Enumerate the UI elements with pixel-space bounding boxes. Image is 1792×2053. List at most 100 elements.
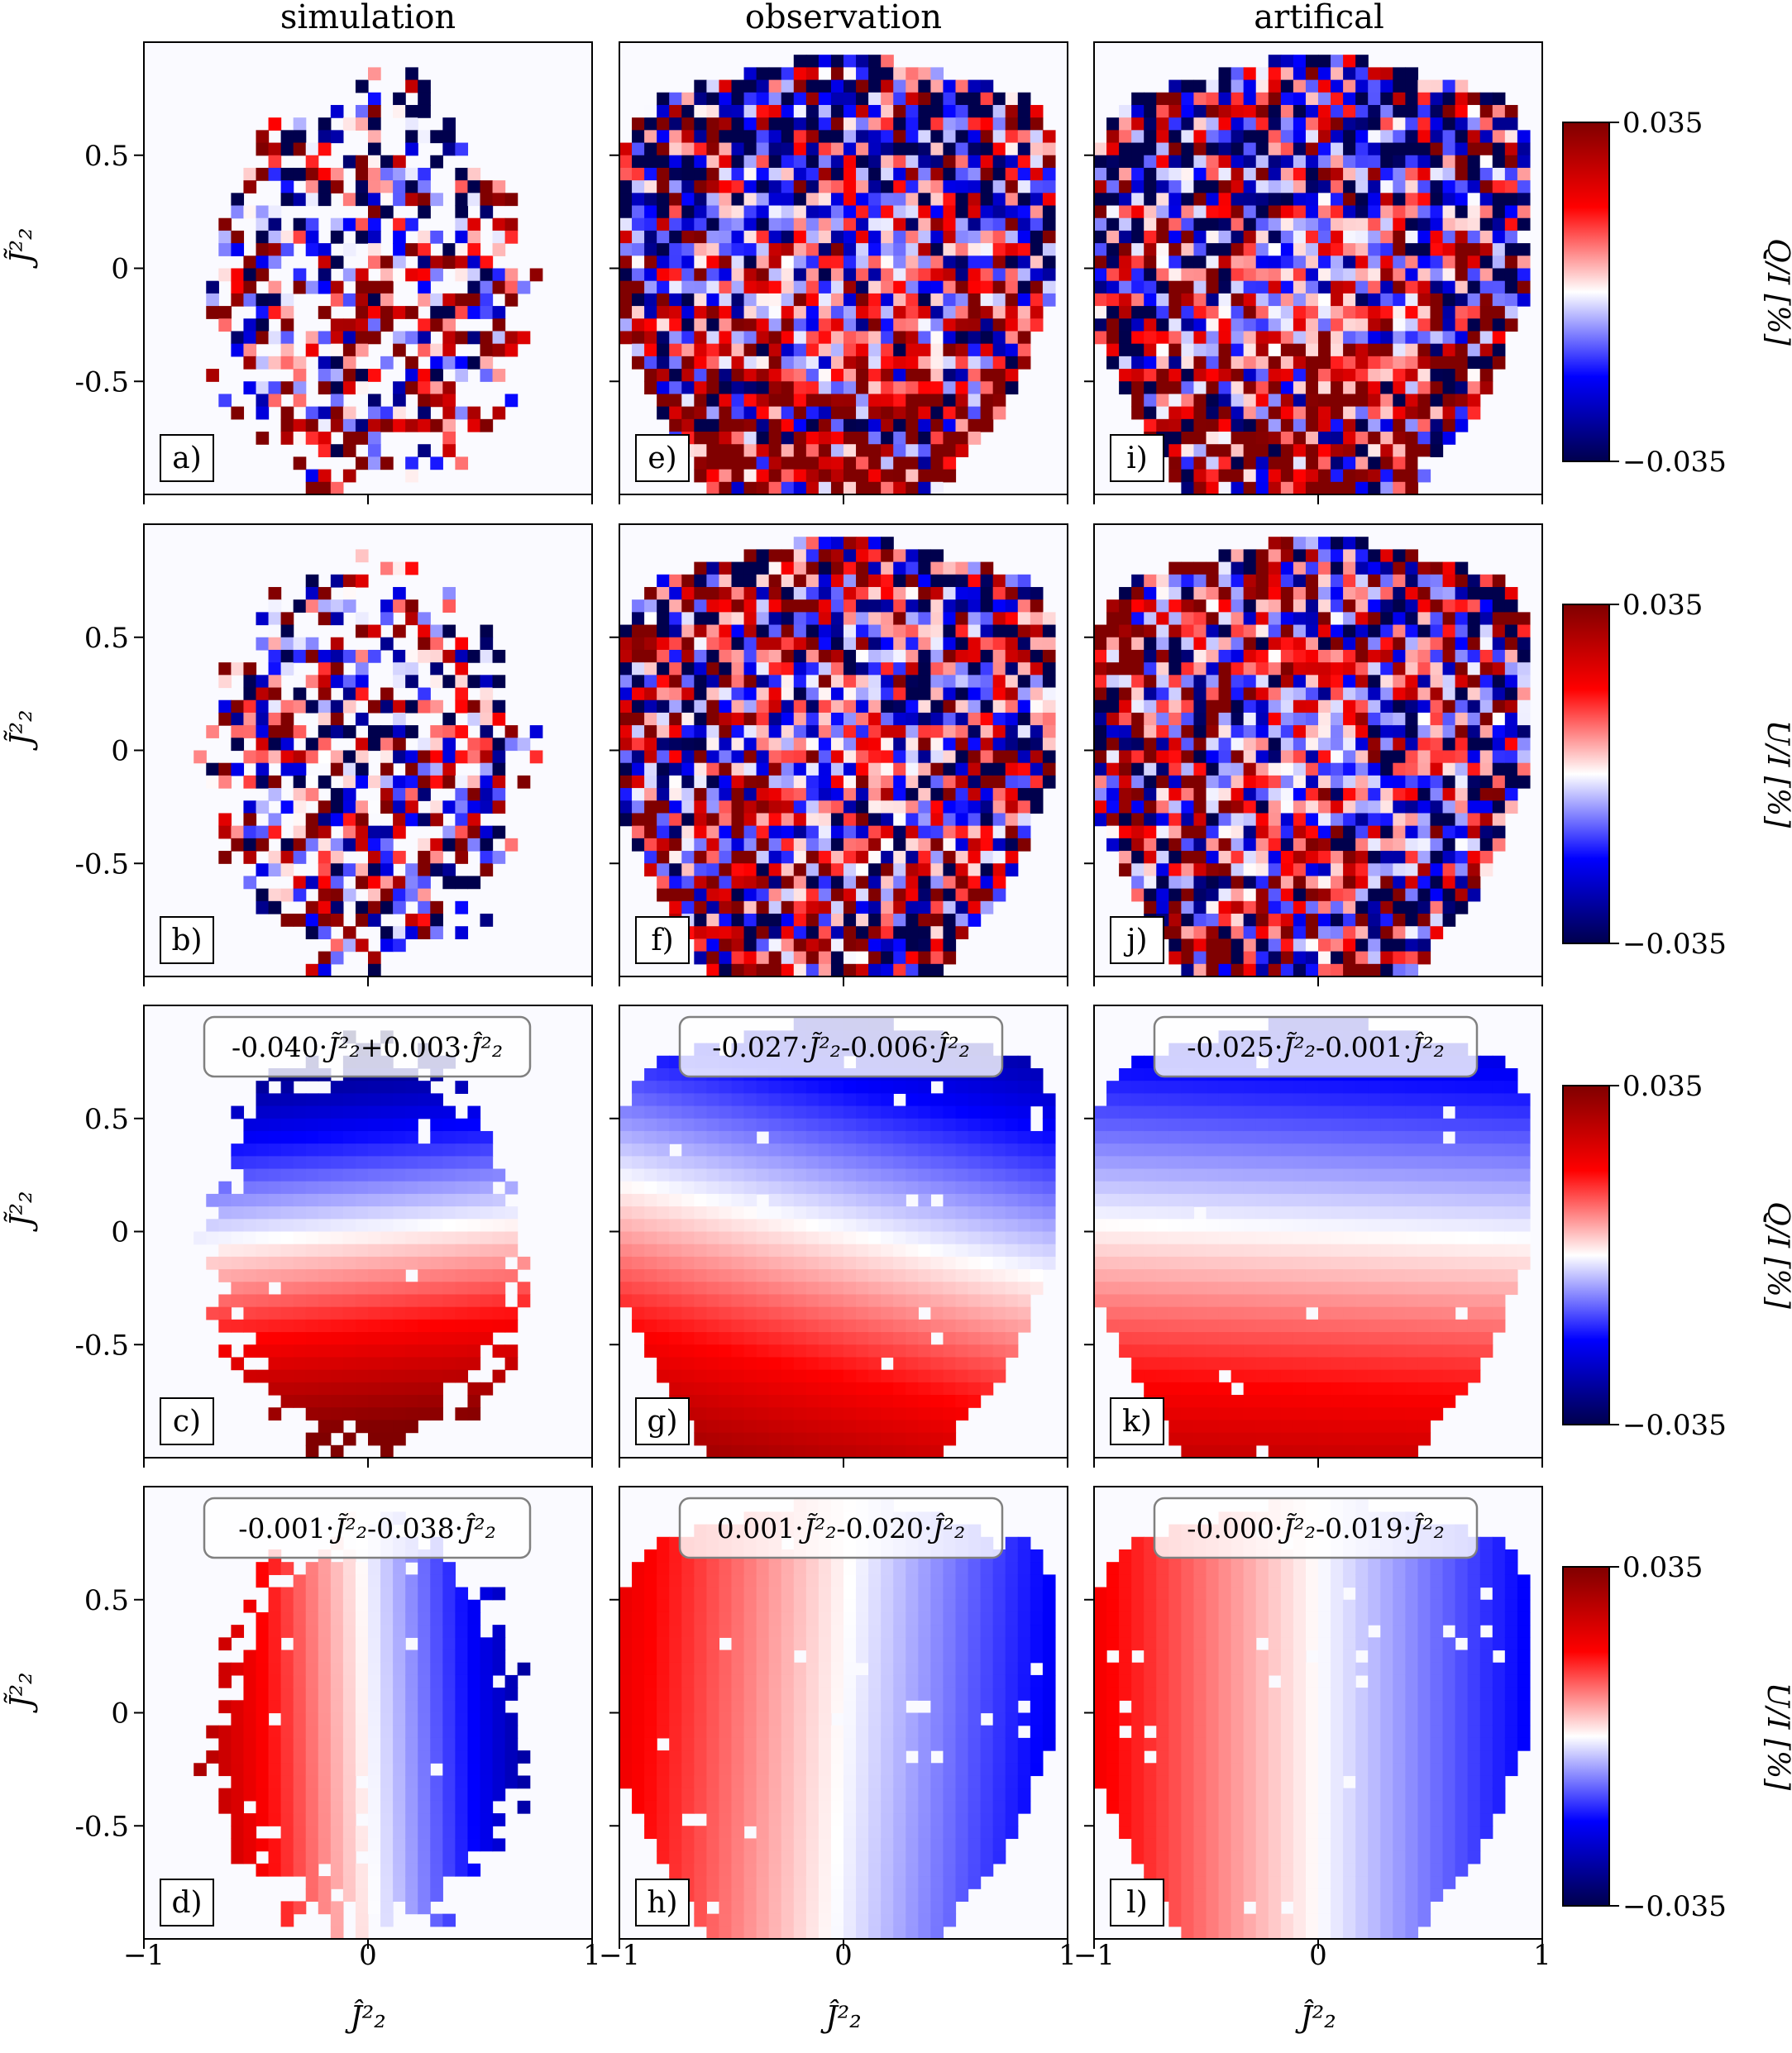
- heatmap-cell: [1030, 687, 1044, 701]
- heatmap-cell: [805, 900, 820, 914]
- heatmap-cell: [1331, 851, 1344, 864]
- heatmap-cell: [405, 813, 418, 827]
- heatmap-cell: [442, 863, 456, 877]
- heatmap-cell: [906, 599, 919, 613]
- heatmap-cell: [1355, 79, 1369, 93]
- heatmap-cell: [1193, 561, 1207, 575]
- heatmap-cell: [418, 369, 431, 382]
- heatmap-cell: [943, 230, 957, 244]
- heatmap-cell: [1517, 180, 1531, 193]
- heatmap-cell: [1119, 217, 1132, 232]
- heatmap-cell: [943, 104, 957, 118]
- panel-f: f): [609, 523, 1068, 986]
- heatmap-cell: [1331, 456, 1344, 470]
- heatmap-cell: [1479, 268, 1493, 282]
- heatmap-cell: [1156, 699, 1169, 714]
- heatmap-cell: [1144, 243, 1157, 256]
- heatmap-cell: [743, 331, 757, 345]
- heatmap-cell: [805, 662, 820, 676]
- heatmap-cell: [756, 432, 770, 445]
- heatmap-cell: [405, 268, 418, 282]
- heatmap-cell: [781, 180, 795, 193]
- heatmap-cell: [1231, 331, 1245, 345]
- heatmap-cell: [818, 624, 832, 638]
- heatmap-cell: [243, 343, 257, 357]
- heatmap-cell: [1131, 851, 1144, 864]
- heatmap-cell: [318, 750, 332, 764]
- heatmap-cell: [843, 549, 857, 563]
- heatmap-cell: [1467, 750, 1481, 764]
- heatmap-cell: [918, 268, 931, 282]
- heatmap-cell: [467, 712, 481, 726]
- heatmap-cell: [669, 167, 682, 181]
- heatmap-cell: [1017, 624, 1031, 638]
- heatmap-cell: [256, 406, 270, 420]
- heatmap-cell: [1231, 813, 1245, 827]
- heatmap-cell: [906, 481, 919, 495]
- heatmap-cell: [830, 142, 844, 156]
- heatmap-cell: [455, 800, 469, 814]
- heatmap-cell: [1005, 699, 1019, 714]
- heatmap-cell: [1168, 800, 1182, 814]
- heatmap-cell: [843, 130, 857, 144]
- heatmap-cell: [280, 863, 294, 877]
- heatmap-cell: [868, 55, 882, 68]
- heatmap-cell: [619, 775, 633, 789]
- heatmap-cell: [893, 662, 906, 676]
- heatmap-cell: [405, 675, 418, 689]
- heatmap-cell: [1206, 268, 1220, 282]
- heatmap-cell: [1368, 900, 1381, 914]
- heatmap-cell: [1280, 406, 1294, 420]
- heatmap-cell: [1030, 104, 1044, 118]
- heatmap-cell: [218, 813, 232, 827]
- heatmap-cell: [1393, 155, 1406, 169]
- heatmap-cell: [1156, 612, 1169, 626]
- heatmap-cell: [1243, 876, 1257, 890]
- heatmap-cell: [768, 649, 782, 663]
- heatmap-cell: [1168, 637, 1182, 651]
- heatmap-cell: [669, 217, 682, 232]
- heatmap-cell: [930, 67, 944, 81]
- heatmap-cell: [830, 230, 844, 244]
- heatmap-cell: [719, 687, 733, 701]
- heatmap-cell: [293, 456, 307, 470]
- heatmap-cell: [1467, 331, 1481, 345]
- heatmap-cell: [1280, 561, 1294, 575]
- heatmap-cell: [1455, 574, 1469, 588]
- heatmap-cell: [1380, 394, 1393, 408]
- heatmap-cell: [1168, 130, 1182, 144]
- heatmap-cell: [968, 356, 982, 370]
- heatmap-cell: [906, 649, 919, 663]
- heatmap-cell: [1268, 825, 1282, 839]
- heatmap-cell: [918, 675, 931, 689]
- heatmap-cell: [968, 662, 982, 676]
- heatmap-cell: [380, 268, 394, 282]
- heatmap-cell: [1243, 750, 1257, 764]
- heatmap-cell: [492, 331, 506, 345]
- heatmap-cell: [280, 432, 294, 445]
- heatmap-cell: [930, 612, 944, 626]
- heatmap-cell: [906, 888, 919, 902]
- heatmap-cell: [504, 838, 518, 852]
- heatmap-cell: [992, 331, 1006, 345]
- heatmap-cell: [968, 142, 982, 156]
- heatmap-cell: [1144, 813, 1157, 827]
- heatmap-cell: [694, 800, 707, 814]
- heatmap-cell: [1417, 813, 1431, 827]
- heatmap-cell: [1193, 217, 1207, 232]
- heatmap-cell: [1268, 117, 1282, 131]
- heatmap-cell: [830, 926, 844, 940]
- heatmap-cell: [430, 356, 443, 370]
- heatmap-cell: [256, 243, 270, 256]
- heatmap-cell: [694, 725, 707, 738]
- heatmap-cell: [1442, 561, 1456, 575]
- heatmap-cell: [1156, 851, 1169, 864]
- heatmap-cell: [1218, 230, 1232, 244]
- heatmap-cell: [1393, 612, 1406, 626]
- heatmap-cell: [1305, 481, 1319, 495]
- heatmap-cell: [868, 725, 882, 738]
- heatmap-cell: [1131, 243, 1144, 256]
- heatmap-cell: [1343, 381, 1356, 395]
- heatmap-cell: [1218, 331, 1232, 345]
- heatmap-cell: [644, 675, 657, 689]
